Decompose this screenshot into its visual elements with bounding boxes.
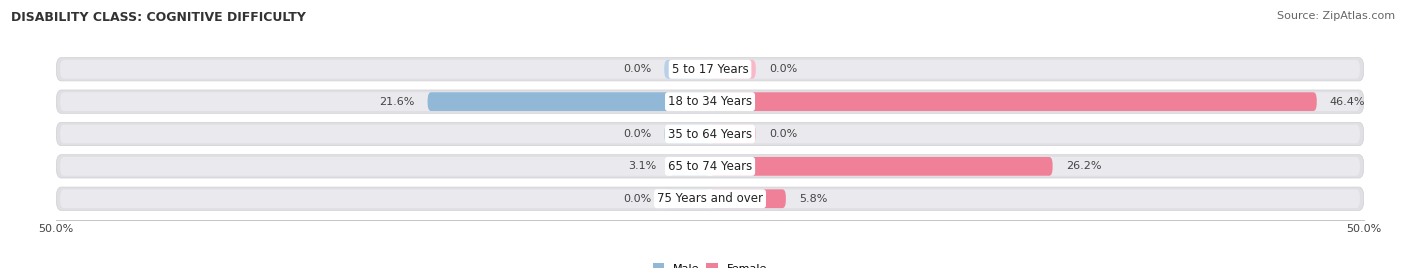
FancyBboxPatch shape bbox=[710, 157, 1053, 176]
Text: 5 to 17 Years: 5 to 17 Years bbox=[672, 63, 748, 76]
FancyBboxPatch shape bbox=[664, 189, 710, 208]
FancyBboxPatch shape bbox=[56, 58, 1364, 81]
Text: 26.2%: 26.2% bbox=[1066, 161, 1101, 171]
FancyBboxPatch shape bbox=[710, 92, 1317, 111]
FancyBboxPatch shape bbox=[710, 60, 756, 79]
FancyBboxPatch shape bbox=[60, 92, 1360, 111]
Text: 0.0%: 0.0% bbox=[623, 194, 651, 204]
Text: 65 to 74 Years: 65 to 74 Years bbox=[668, 160, 752, 173]
Text: 0.0%: 0.0% bbox=[623, 64, 651, 74]
Text: DISABILITY CLASS: COGNITIVE DIFFICULTY: DISABILITY CLASS: COGNITIVE DIFFICULTY bbox=[11, 11, 307, 24]
Text: 0.0%: 0.0% bbox=[623, 129, 651, 139]
FancyBboxPatch shape bbox=[710, 125, 756, 143]
FancyBboxPatch shape bbox=[664, 60, 710, 79]
Legend: Male, Female: Male, Female bbox=[654, 263, 766, 268]
Text: 18 to 34 Years: 18 to 34 Years bbox=[668, 95, 752, 108]
Text: 35 to 64 Years: 35 to 64 Years bbox=[668, 128, 752, 140]
FancyBboxPatch shape bbox=[56, 187, 1364, 210]
Text: 46.4%: 46.4% bbox=[1330, 97, 1365, 107]
FancyBboxPatch shape bbox=[427, 92, 710, 111]
FancyBboxPatch shape bbox=[56, 155, 1364, 178]
FancyBboxPatch shape bbox=[56, 122, 1364, 146]
FancyBboxPatch shape bbox=[56, 90, 1364, 113]
Text: 0.0%: 0.0% bbox=[769, 64, 797, 74]
FancyBboxPatch shape bbox=[60, 157, 1360, 176]
FancyBboxPatch shape bbox=[60, 60, 1360, 79]
FancyBboxPatch shape bbox=[60, 189, 1360, 208]
FancyBboxPatch shape bbox=[710, 189, 786, 208]
Text: 3.1%: 3.1% bbox=[628, 161, 657, 171]
FancyBboxPatch shape bbox=[669, 157, 710, 176]
FancyBboxPatch shape bbox=[664, 125, 710, 143]
Text: 0.0%: 0.0% bbox=[769, 129, 797, 139]
Text: 5.8%: 5.8% bbox=[799, 194, 827, 204]
Text: Source: ZipAtlas.com: Source: ZipAtlas.com bbox=[1277, 11, 1395, 21]
FancyBboxPatch shape bbox=[60, 125, 1360, 143]
Text: 75 Years and over: 75 Years and over bbox=[657, 192, 763, 205]
Text: 21.6%: 21.6% bbox=[380, 97, 415, 107]
